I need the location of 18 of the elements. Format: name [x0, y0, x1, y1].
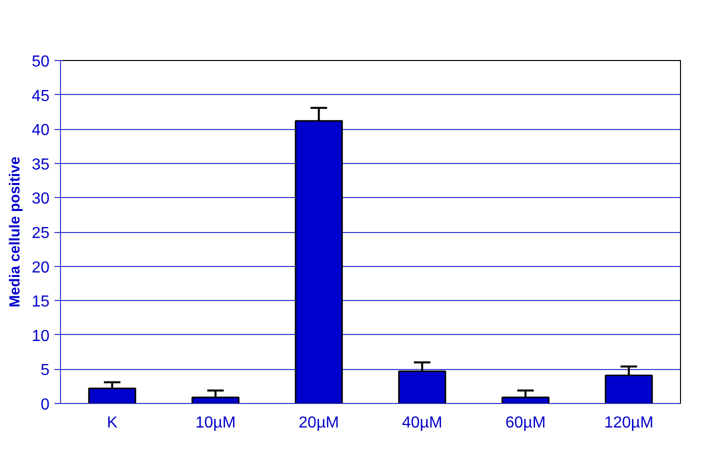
y-tick-label: 25	[32, 225, 50, 242]
y-axis-title: Media cellule positive	[8, 156, 24, 308]
y-tick-label: 45	[32, 88, 50, 105]
x-tick-label: 120µM	[604, 414, 654, 432]
y-tick-label: 10	[32, 328, 50, 345]
x-tick-label: 10µM	[195, 414, 236, 432]
y-tick-label: 20	[32, 259, 50, 276]
x-tick-label: 20µM	[298, 414, 340, 432]
y-tick-label: 50	[32, 54, 50, 70]
x-tick-label: 40µM	[402, 414, 442, 432]
y-tick-label: 5	[40, 362, 50, 380]
y-tick-label: 35	[32, 156, 50, 174]
x-tick-label: 60µM	[505, 414, 546, 432]
y-tick-label: 15	[32, 294, 50, 311]
y-tick-label: 40	[32, 122, 50, 140]
y-tick-label: 0	[40, 396, 50, 414]
x-tick-label: K	[106, 414, 118, 432]
y-tick-label: 30	[32, 190, 50, 208]
